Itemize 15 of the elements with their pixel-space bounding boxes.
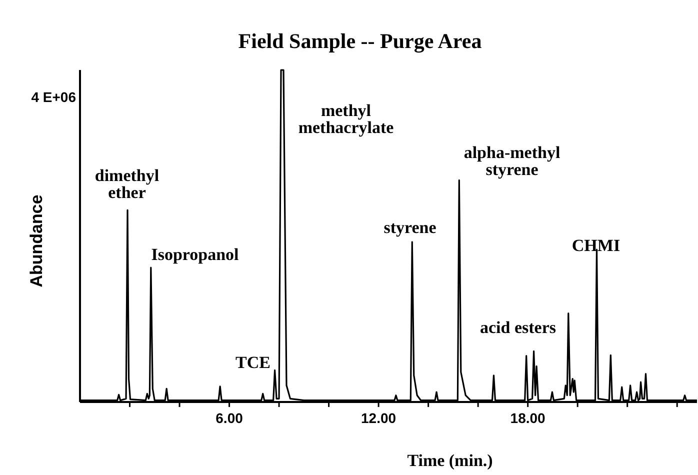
chart-title: Field Sample -- Purge Area [238, 29, 482, 53]
annotation: acid esters [480, 318, 556, 337]
x-tick-label: 18.00 [510, 410, 546, 426]
annotation: methyl methacrylate [298, 101, 394, 137]
x-axis-title: Time (min.) [407, 451, 493, 470]
annotation: dimethyl ether [94, 166, 160, 202]
annotation: styrene [384, 218, 437, 237]
annotation: Isopropanol [151, 245, 240, 264]
annotation: CHMI [572, 236, 620, 255]
annotation: TCE [236, 353, 270, 372]
x-tick-label: 6.00 [216, 410, 244, 426]
y-axis-title: Abundance [27, 194, 46, 288]
x-tick-label: 12.00 [361, 410, 396, 426]
annotation: alpha-methyl styrene [464, 143, 560, 179]
text: 4 E+06 [31, 89, 76, 105]
